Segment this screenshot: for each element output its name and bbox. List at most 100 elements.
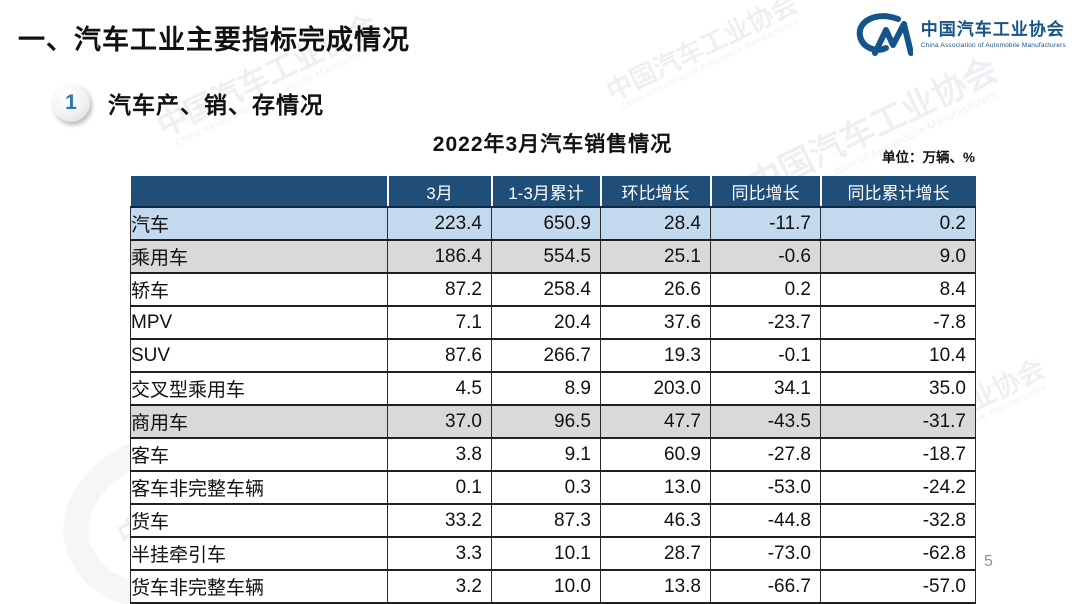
cell-value: 258.4 [491,273,601,307]
cell-value: 96.5 [491,405,601,439]
cell-value: 7.1 [387,306,492,340]
cell-value: -18.7 [820,438,976,472]
cell-value: 203.0 [600,372,711,406]
column-header: 3月 [387,176,493,208]
cell-value: 25.1 [600,240,711,274]
cell-value: 9.0 [820,240,976,274]
cell-value: -73.0 [710,537,821,571]
caam-logo-icon [856,13,913,56]
column-header [130,176,389,208]
row-label: 商用车 [130,405,388,439]
cell-value: 35.0 [820,372,976,406]
cell-value: -43.5 [710,405,821,439]
table-title: 2022年3月汽车销售情况 [432,133,673,156]
caam-logo-text: 中国汽车工业协会 China Association of Automobile… [921,20,1066,49]
cell-value: 37.6 [600,306,711,340]
logo-name-en: China Association of Automobile Manufact… [920,42,1066,50]
row-label: 半挂牵引车 [130,537,388,571]
column-header: 1-3月累计 [491,176,602,208]
table-row: 客车非完整车辆 0.1 0.3 13.0 -53.0 -24.2 [130,471,976,505]
unit-note: 单位：万辆、% [881,150,975,165]
sales-table-body: 汽车 223.4 650.9 28.4 -11.7 0.2 乘用车 186.4 554.5 25.… [130,207,976,604]
row-label: 货车 [130,504,388,538]
cell-value: -27.8 [710,438,821,472]
table-row: 半挂牵引车 3.3 10.1 28.7 -73.0 -62.8 [130,537,976,571]
cell-value: 33.2 [387,504,492,538]
page-number: 5 [984,553,993,570]
row-label: 乘用车 [130,240,388,274]
row-label: 轿车 [130,273,388,307]
cell-value: 9.1 [491,438,601,472]
cell-value: -0.1 [710,339,821,373]
table-row: 交叉型乘用车 4.5 8.9 203.0 34.1 35.0 [130,372,976,406]
cell-value: 0.2 [820,207,976,241]
cell-value: 0.2 [710,273,821,307]
row-label: 客车非完整车辆 [130,471,388,505]
cell-value: 37.0 [387,405,492,439]
cell-value: 26.6 [600,273,711,307]
cell-value: 3.2 [387,570,492,604]
cell-value: 87.6 [387,339,492,373]
section-title: 汽车产、销、存情况 [108,92,324,118]
cell-value: 3.3 [387,537,492,571]
cell-value: -44.8 [710,504,821,538]
page-title: 一、汽车工业主要指标完成情况 [18,25,410,55]
cell-value: 0.1 [387,471,492,505]
table-row: 货车 33.2 87.3 46.3 -44.8 -32.8 [130,504,976,538]
cell-value: 10.0 [491,570,601,604]
caam-logo: 中国汽车工业协会 China Association of Automobile… [851,10,1066,60]
cell-value: -7.8 [820,306,976,340]
cell-value: -0.6 [710,240,821,274]
cell-value: 10.4 [820,339,976,373]
cell-value: 28.4 [600,207,711,241]
cell-value: 87.3 [491,504,601,538]
table-row: SUV 87.6 266.7 19.3 -0.1 10.4 [130,339,976,373]
cell-value: 60.9 [600,438,711,472]
row-label: 汽车 [130,207,388,241]
cell-value: 266.7 [491,339,601,373]
cell-value: 46.3 [600,504,711,538]
section-number-badge: 1 [52,84,90,122]
cell-value: -31.7 [820,405,976,439]
table-row: 商用车 37.0 96.5 47.7 -43.5 -31.7 [130,405,976,439]
cell-value: 650.9 [491,207,601,241]
table-header-row: 3月 1-3月累计 环比增长 同比增长 同比累计增长 [130,176,976,208]
logo-name-zh: 中国汽车工业协会 [920,20,1065,40]
table-row: 乘用车 186.4 554.5 25.1 -0.6 9.0 [130,240,976,274]
cell-value: 34.1 [710,372,821,406]
cell-value: 223.4 [387,207,492,241]
cell-value: 87.2 [387,273,492,307]
cell-value: -32.8 [820,504,976,538]
cell-value: 3.8 [387,438,492,472]
cell-value: 28.7 [600,537,711,571]
row-label: 客车 [130,438,388,472]
row-label: SUV [130,339,388,373]
column-header: 同比累计增长 [820,176,976,208]
table-row: 客车 3.8 9.1 60.9 -27.8 -18.7 [130,438,976,472]
cell-value: -53.0 [710,471,821,505]
row-label: MPV [130,306,388,340]
cell-value: 20.4 [491,306,601,340]
cell-value: 13.8 [600,570,711,604]
column-header: 环比增长 [600,176,712,208]
cell-value: 186.4 [387,240,492,274]
cell-value: 8.4 [820,273,976,307]
cell-value: 19.3 [600,339,711,373]
cell-value: -62.8 [820,537,976,571]
cell-value: -66.7 [710,570,821,604]
cell-value: 0.3 [491,471,601,505]
sales-table: 3月 1-3月累计 环比增长 同比增长 同比累计增长 汽车 223.4 650.9 28.4-… [130,176,976,604]
cell-value: -24.2 [820,471,976,505]
cell-value: -57.0 [820,570,976,604]
column-header: 同比增长 [710,176,822,208]
cell-value: 13.0 [600,471,711,505]
row-label: 货车非完整车辆 [130,570,388,604]
table-row: 货车非完整车辆 3.2 10.0 13.8 -66.7 -57.0 [130,570,976,604]
table-row: 轿车 87.2 258.4 26.6 0.2 8.4 [130,273,976,307]
cell-value: 47.7 [600,405,711,439]
row-label: 交叉型乘用车 [130,372,388,406]
cell-value: 554.5 [491,240,601,274]
cell-value: 10.1 [491,537,601,571]
